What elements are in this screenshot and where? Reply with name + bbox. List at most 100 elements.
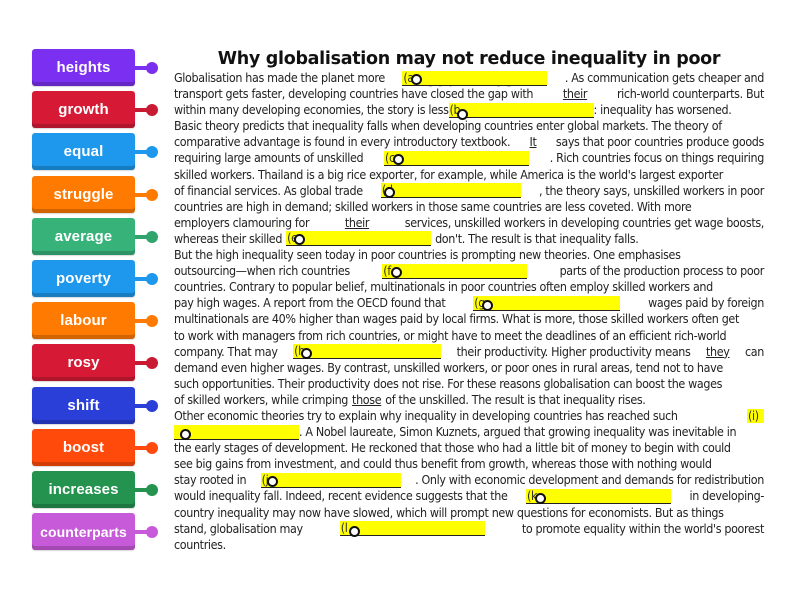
text: Basic theory predicts that inequality fa…	[174, 118, 722, 134]
text: don't. The result is that inequality fal…	[435, 230, 639, 246]
text-line: comparative advantage is found in every …	[174, 134, 764, 150]
text: within many developing economies, the st…	[174, 102, 449, 118]
drop-target-icon[interactable]	[391, 266, 403, 278]
text: in developing-	[689, 488, 765, 504]
gap-g[interactable]: (g	[473, 294, 621, 311]
text-line: Globalisation has made the planet more (…	[174, 70, 764, 86]
gap-c[interactable]: (c	[383, 150, 529, 167]
draggable-word-average[interactable]: average	[32, 217, 135, 255]
gap-l[interactable]: (l	[339, 520, 485, 538]
drop-target-icon[interactable]	[383, 187, 395, 199]
gap-label: (i)	[748, 408, 759, 424]
gap-label: (g	[474, 294, 485, 310]
drop-target-icon[interactable]	[482, 299, 494, 311]
text-line: multinationals are 40% higher than wages…	[174, 311, 764, 327]
text-line: requiring large amounts of unskilled (c …	[174, 150, 765, 167]
gap-h[interactable]: (h	[293, 343, 442, 360]
drop-target-icon[interactable]	[348, 526, 360, 538]
text: of skilled workers, while crimping	[174, 391, 349, 407]
draggable-word-counterparts[interactable]: counterparts	[32, 513, 135, 551]
text: countries are high in demand; skilled wo…	[174, 198, 692, 214]
drop-target-icon[interactable]	[180, 428, 191, 440]
gap-j[interactable]: (j	[260, 471, 401, 488]
gap-a[interactable]: (a	[402, 70, 548, 86]
text-line: would inequality fall. Indeed, recent ev…	[174, 488, 764, 504]
word-row: boost	[32, 428, 172, 471]
text: employers clamouring for	[174, 214, 310, 230]
gap-b[interactable]: (b	[448, 102, 594, 120]
gap-f[interactable]: (f	[382, 263, 528, 279]
text: . Rich countries focus on things requiri…	[549, 150, 765, 166]
connector-handle-icon[interactable]	[146, 526, 158, 539]
text-line: within many developing economies, the st…	[174, 102, 764, 120]
drop-target-icon[interactable]	[392, 154, 404, 166]
draggable-word-rosy[interactable]: rosy	[32, 344, 135, 382]
draggable-word-boost[interactable]: boost	[32, 428, 135, 466]
text-line: countries are high in demand; skilled wo…	[174, 199, 764, 215]
drop-target-icon[interactable]	[411, 73, 423, 85]
drop-target-icon[interactable]	[301, 348, 313, 360]
text-line: countries.	[174, 537, 764, 553]
connector-handle-icon[interactable]	[146, 399, 158, 412]
text: : inequality has worsened.	[593, 102, 732, 118]
connector-line	[135, 108, 149, 113]
draggable-word-poverty[interactable]: poverty	[32, 259, 135, 297]
connector-handle-icon[interactable]	[146, 146, 158, 159]
connector-handle-icon[interactable]	[146, 104, 158, 117]
word-row: labour	[32, 302, 172, 344]
text: stand, globalisation may	[174, 520, 303, 536]
gap-i[interactable]	[174, 424, 299, 440]
word-row: counterparts	[32, 513, 172, 555]
gap-label: (e	[287, 230, 298, 246]
draggable-word-shift[interactable]: shift	[32, 386, 135, 424]
connector-handle-icon[interactable]	[146, 483, 158, 496]
text: countries.	[174, 536, 226, 552]
text: Other economic theories try to explain w…	[174, 407, 678, 423]
text: parts of the production process to poor	[559, 263, 765, 279]
gap-e[interactable]: (e	[286, 230, 432, 247]
connector-line	[135, 150, 149, 155]
gap-k[interactable]: (k	[526, 488, 671, 504]
word-row: average	[32, 217, 172, 260]
text: says that poor countries produce goods	[555, 134, 764, 150]
text: would inequality fall. Indeed, recent ev…	[174, 488, 508, 504]
draggable-word-labour[interactable]: labour	[32, 302, 135, 340]
drop-target-icon[interactable]	[294, 234, 306, 246]
connector-handle-icon[interactable]	[146, 441, 158, 454]
text-line: stay rooted in (j . Only with economic d…	[174, 472, 764, 488]
connector-line	[135, 361, 149, 366]
connector-handle-icon[interactable]	[146, 272, 158, 285]
text: . As communication gets cheaper and	[564, 70, 764, 85]
gap-d[interactable]: (d	[380, 182, 521, 199]
drop-target-icon[interactable]	[266, 475, 278, 487]
connector-handle-icon[interactable]	[146, 188, 158, 201]
gap-label: (l	[340, 520, 348, 536]
text: to promote equality within the world's p…	[521, 520, 765, 536]
text-line: Basic theory predicts that inequality fa…	[174, 118, 764, 134]
draggable-word-heights[interactable]: heights	[32, 49, 135, 86]
draggable-word-increases[interactable]: increases	[32, 470, 135, 508]
text: their	[562, 86, 588, 102]
draggable-word-equal[interactable]: equal	[32, 133, 135, 171]
text-line: demand even higher wages. By contrast, u…	[174, 360, 764, 376]
draggable-word-growth[interactable]: growth	[32, 91, 135, 129]
text: transport gets faster, developing countr…	[174, 86, 534, 102]
text: , the theory says, unskilled workers in …	[539, 182, 764, 198]
connector-handle-icon[interactable]	[146, 315, 158, 328]
text-line: of financial services. As global trade (…	[174, 182, 764, 199]
drop-target-icon[interactable]	[456, 108, 468, 120]
connector-handle-icon[interactable]	[146, 230, 158, 243]
text: . A Nobel laureate, Simon Kuznets, argue…	[299, 424, 737, 440]
connector-line	[135, 445, 149, 450]
drop-target-icon[interactable]	[535, 492, 546, 504]
connector-handle-icon[interactable]	[146, 62, 158, 74]
connector-handle-icon[interactable]	[146, 357, 158, 370]
text-line: But the high inequality seen today in po…	[174, 247, 764, 263]
text: can	[745, 343, 764, 359]
gap-i-label[interactable]: (i)	[747, 408, 764, 424]
draggable-word-struggle[interactable]: struggle	[32, 175, 135, 213]
text: It	[529, 134, 537, 150]
text-line: employers clamouring for their services,…	[174, 215, 764, 231]
text: see big gains from investment, and could…	[174, 456, 712, 472]
gap-label: (j	[261, 471, 269, 487]
